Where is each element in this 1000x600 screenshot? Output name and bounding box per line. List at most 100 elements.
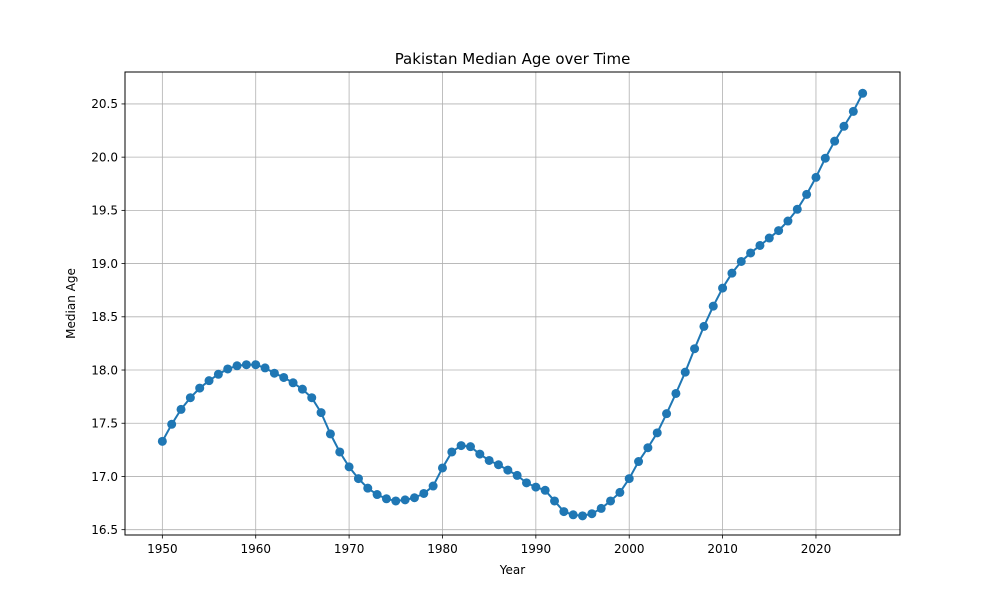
plot-frame	[124, 71, 901, 536]
data-point	[428, 481, 438, 491]
data-point	[353, 474, 363, 484]
data-point	[232, 361, 242, 371]
chart-title: Pakistan Median Age over Time	[395, 50, 631, 68]
y-tick-label: 20.5	[91, 97, 118, 111]
data-point	[391, 496, 401, 506]
y-tick-label: 19.5	[91, 204, 118, 218]
data-point	[241, 360, 251, 370]
data-point	[484, 455, 494, 465]
data-point	[475, 449, 485, 459]
data-point	[288, 378, 298, 388]
grid-lines	[125, 72, 900, 535]
data-point	[540, 485, 550, 495]
data-point	[344, 462, 354, 472]
data-point	[185, 393, 195, 403]
data-point	[662, 409, 672, 419]
data-point	[167, 419, 177, 429]
data-point	[718, 283, 728, 293]
data-point	[624, 474, 634, 484]
median-age-line	[161, 92, 864, 517]
data-point	[783, 216, 793, 226]
y-tick-label: 20.0	[91, 150, 118, 164]
data-point	[512, 470, 522, 480]
data-point	[830, 136, 840, 146]
data-point	[157, 436, 167, 446]
data-point	[802, 189, 812, 199]
data-point	[409, 493, 419, 503]
data-point	[195, 383, 205, 393]
data-point	[578, 511, 588, 521]
y-tick-label: 19.0	[91, 257, 118, 271]
data-point	[764, 233, 774, 243]
data-point	[587, 509, 597, 519]
data-point	[213, 369, 223, 379]
data-point	[279, 372, 289, 382]
data-point	[269, 368, 279, 378]
data-point	[559, 507, 569, 517]
data-point	[400, 495, 410, 505]
data-point	[204, 376, 214, 386]
data-point	[447, 447, 457, 457]
data-point	[690, 344, 700, 354]
x-axis: 1950 1960 1970 1980 1990 2000 2010 2020	[147, 535, 831, 556]
data-point	[755, 240, 765, 250]
data-point	[792, 204, 802, 214]
data-point	[465, 442, 475, 452]
data-point	[260, 363, 270, 373]
data-point	[671, 388, 681, 398]
data-point	[699, 321, 709, 331]
x-axis-title: Year	[499, 563, 525, 577]
data-point	[531, 482, 541, 492]
data-point	[363, 483, 373, 493]
data-point	[325, 429, 335, 439]
data-point	[550, 496, 560, 506]
data-point	[736, 256, 746, 266]
data-point	[680, 367, 690, 377]
y-tick-label: 17.5	[91, 417, 118, 431]
x-tick-label: 2000	[614, 542, 645, 556]
data-point	[437, 463, 447, 473]
data-point	[176, 404, 186, 414]
x-tick-label: 2020	[801, 542, 832, 556]
data-point	[419, 488, 429, 498]
x-tick-label: 1980	[427, 542, 458, 556]
data-point	[643, 443, 653, 453]
data-point	[493, 460, 503, 470]
data-point	[522, 478, 532, 488]
data-point	[746, 248, 756, 258]
data-point	[811, 172, 821, 182]
data-point	[606, 496, 616, 506]
data-point	[223, 364, 233, 374]
data-point	[503, 465, 513, 475]
data-point	[848, 106, 858, 116]
data-point	[307, 393, 317, 403]
data-point	[652, 428, 662, 438]
y-axis: 16.5 17.0 17.5 18.0 18.5 19.0 19.5 20.0 20.5	[91, 97, 125, 537]
y-axis-title: Median Age	[64, 268, 78, 339]
data-point	[774, 226, 784, 236]
data-line-layer	[161, 92, 864, 517]
data-point	[316, 408, 326, 418]
data-point	[381, 494, 391, 504]
data-point	[839, 121, 849, 131]
x-tick-label: 1990	[521, 542, 552, 556]
x-tick-label: 1950	[147, 542, 178, 556]
data-point	[615, 487, 625, 497]
data-point	[708, 301, 718, 311]
y-tick-label: 17.0	[91, 470, 118, 484]
data-point	[634, 457, 644, 467]
data-point	[820, 153, 830, 163]
x-tick-label: 2010	[707, 542, 738, 556]
x-tick-label: 1970	[334, 542, 365, 556]
data-point	[251, 360, 261, 370]
x-tick-label: 1960	[240, 542, 271, 556]
y-tick-label: 18.5	[91, 310, 118, 324]
data-point	[456, 441, 466, 451]
data-point	[335, 447, 345, 457]
data-point	[596, 503, 606, 513]
data-point	[727, 268, 737, 278]
data-points	[157, 88, 868, 521]
data-point	[858, 88, 868, 98]
